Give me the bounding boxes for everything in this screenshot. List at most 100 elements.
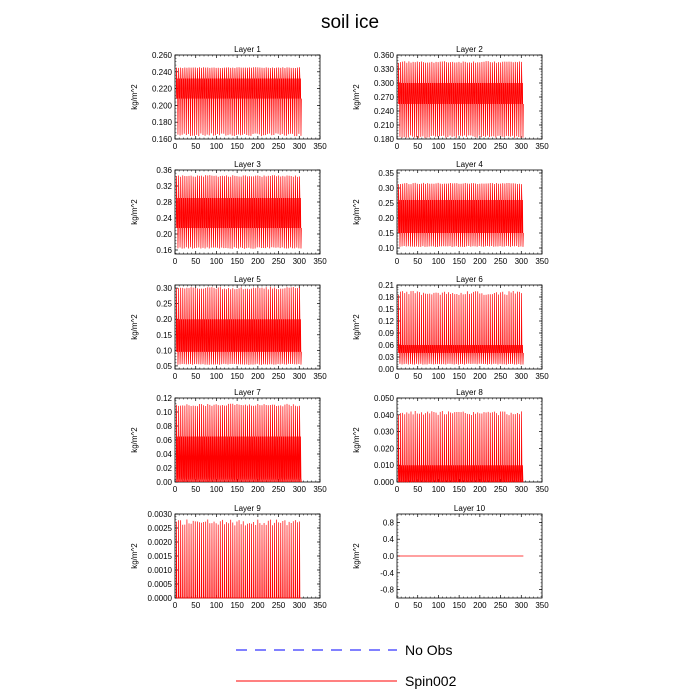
y-tick-label: 0.20 — [156, 315, 172, 324]
x-tick-label: 50 — [413, 601, 422, 610]
x-tick-label: 300 — [293, 601, 307, 610]
plot-frame — [174, 54, 321, 140]
y-tick-label: 0.180 — [152, 118, 173, 127]
x-tick-label: 150 — [230, 372, 244, 381]
x-tick-label: 350 — [535, 142, 549, 151]
x-tick-label: 100 — [210, 372, 224, 381]
y-tick-label: 0.30 — [378, 184, 394, 193]
y-tick-label: 0.25 — [156, 300, 172, 309]
y-tick-label: 0.05 — [156, 362, 172, 371]
panel-title: Layer 2 — [456, 45, 483, 54]
y-tick-label: 0.180 — [374, 135, 395, 144]
x-tick-label: 200 — [251, 142, 265, 151]
y-tick-label: 0.20 — [156, 230, 172, 239]
y-tick-label: 0.12 — [156, 394, 172, 403]
legend-label-no-obs: No Obs — [405, 642, 452, 658]
x-tick-label: 0 — [173, 485, 178, 494]
panel-title: Layer 1 — [234, 45, 261, 54]
y-tick-label: 0.0010 — [148, 566, 173, 575]
panels: Layer 1kg/m^20 50 100 150 200 250 300 3500.1600… — [130, 45, 549, 610]
x-tick-label: 200 — [473, 601, 487, 610]
series-line-spin002 — [175, 519, 302, 599]
y-tick-label: 0.300 — [374, 79, 395, 88]
x-tick-label: 0 — [395, 142, 400, 151]
series-line-spin002 — [175, 175, 302, 249]
x-tick-label: 150 — [230, 257, 244, 266]
x-tick-label: 350 — [313, 601, 327, 610]
x-tick-label: 50 — [191, 257, 200, 266]
y-tick-label: -0.4 — [380, 569, 394, 578]
x-tick-label: 200 — [473, 485, 487, 494]
x-tick-label: 200 — [251, 257, 265, 266]
x-tick-label: 200 — [251, 372, 265, 381]
x-tick-label: 350 — [535, 372, 549, 381]
y-tick-label: 0.330 — [374, 65, 395, 74]
y-axis-label: kg/m^2 — [130, 543, 139, 569]
y-tick-label: 0.28 — [156, 198, 172, 207]
y-tick-label: 0.0015 — [148, 552, 173, 561]
x-tick-label: 100 — [432, 257, 446, 266]
y-tick-label: 0.260 — [152, 51, 173, 60]
y-tick-label: 0.0000 — [148, 594, 173, 603]
x-tick-label: 250 — [272, 485, 286, 494]
figure-title: soil ice — [321, 12, 379, 33]
y-tick-label: 0.25 — [378, 199, 394, 208]
x-tick-label: 300 — [293, 142, 307, 151]
panel-title: Layer 6 — [456, 275, 483, 284]
y-tick-label: 0.21 — [378, 281, 394, 290]
y-tick-label: 0.20 — [378, 214, 394, 223]
x-tick-label: 250 — [494, 485, 508, 494]
x-tick-label: 0 — [173, 142, 178, 151]
x-tick-label: 250 — [494, 142, 508, 151]
x-tick-label: 150 — [230, 142, 244, 151]
panel-layer-10: Layer 10 kg/m^2 0 50 100 150 200 250 300 350 -0.8 -… — [352, 504, 549, 610]
x-tick-label: 150 — [452, 142, 466, 151]
y-tick-label: 0.030 — [374, 428, 395, 437]
series-line-spin002 — [397, 61, 524, 138]
x-tick-label: 0 — [173, 372, 178, 381]
y-axis-label: kg/m^2 — [130, 314, 139, 340]
y-axis-label: kg/m^2 — [130, 199, 139, 225]
x-tick-label: 0 — [395, 372, 400, 381]
y-axis-label: kg/m^2 — [352, 199, 361, 225]
panel-title: Layer 10 — [454, 504, 486, 513]
x-tick-label: 300 — [515, 142, 529, 151]
y-tick-label: 0.200 — [152, 101, 173, 110]
x-tick-label: 300 — [515, 372, 529, 381]
y-tick-label: 0.0025 — [148, 524, 173, 533]
y-tick-label: 0.0020 — [148, 538, 173, 547]
x-tick-label: 150 — [452, 601, 466, 610]
y-tick-label: 0.03 — [378, 353, 394, 362]
x-tick-label: 100 — [432, 372, 446, 381]
panel-layer-7: Layer 7 kg/m^2 0 50 100 150 200 250 300 350 0.00 0.… — [130, 388, 327, 494]
y-tick-label: 0.4 — [383, 535, 395, 544]
y-axis-label: kg/m^2 — [352, 427, 361, 453]
legend-label-spin002: Spin002 — [405, 673, 457, 689]
y-tick-label: 0.0005 — [148, 580, 173, 589]
y-tick-label: 0.270 — [374, 93, 395, 102]
x-tick-label: 100 — [210, 601, 224, 610]
panel-title: Layer 7 — [234, 388, 261, 397]
x-tick-label: 350 — [535, 601, 549, 610]
y-axis-label: kg/m^2 — [352, 314, 361, 340]
x-tick-label: 200 — [473, 372, 487, 381]
x-tick-label: 0 — [173, 601, 178, 610]
x-tick-label: 100 — [432, 485, 446, 494]
x-tick-label: 200 — [251, 485, 265, 494]
panel-layer-3: Layer 3 kg/m^2 0 50 100 150 200 250 300 350 0.16 0.… — [130, 160, 327, 266]
series-line-spin002 — [175, 403, 302, 483]
panel-layer-6: Layer 6 kg/m^2 0 50 100 150 200 250 300 350 0.00 0.… — [352, 275, 549, 381]
y-tick-label: 0.220 — [152, 85, 173, 94]
y-tick-label: -0.8 — [380, 586, 394, 595]
series-line-spin002 — [175, 286, 302, 365]
x-tick-label: 250 — [494, 372, 508, 381]
plot-frame — [174, 284, 321, 370]
x-tick-label: 250 — [272, 601, 286, 610]
x-tick-label: 50 — [191, 372, 200, 381]
y-axis-label: kg/m^2 — [130, 84, 139, 110]
x-tick-label: 300 — [515, 257, 529, 266]
x-tick-label: 350 — [535, 485, 549, 494]
x-tick-label: 50 — [191, 142, 200, 151]
x-tick-label: 200 — [473, 142, 487, 151]
series-line-spin002 — [397, 411, 524, 483]
